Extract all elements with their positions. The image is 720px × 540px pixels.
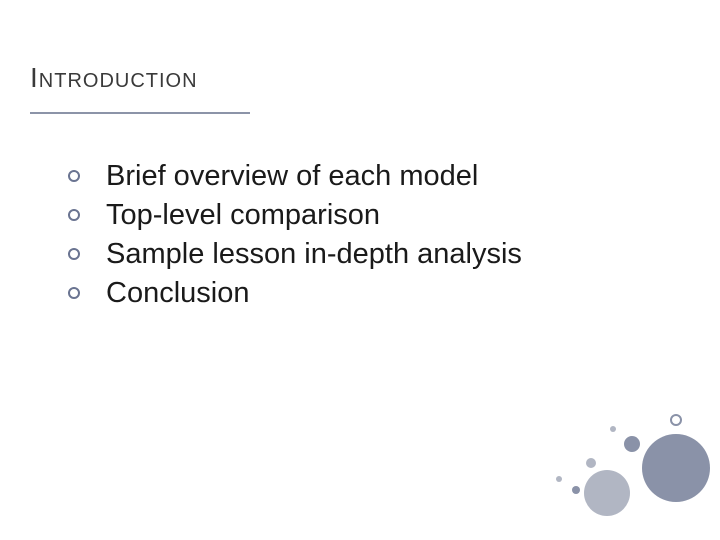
bullet-text: Conclusion [106,275,249,312]
bullet-icon [68,170,80,182]
decor-circle-icon [572,486,580,494]
decor-circle-icon [586,458,596,468]
bullet-icon [68,248,80,260]
list-item: Brief overview of each model [68,158,660,195]
decor-circle-icon [642,434,710,502]
decor-circle-icon [556,476,562,482]
bullet-list: Brief overview of each model Top-level c… [68,158,660,314]
slide: Introduction Brief overview of each mode… [0,0,720,540]
decor-circle-icon [584,470,630,516]
bullet-icon [68,209,80,221]
list-item: Conclusion [68,275,660,312]
bullet-text: Sample lesson in-depth analysis [106,236,522,273]
decor-circle-icon [624,436,640,452]
list-item: Sample lesson in-depth analysis [68,236,660,273]
bullet-icon [68,287,80,299]
bullet-text: Top-level comparison [106,197,380,234]
decor-circle-icon [610,426,616,432]
bullet-text: Brief overview of each model [106,158,478,195]
title-underline [30,112,250,114]
slide-title: Introduction [30,62,198,94]
list-item: Top-level comparison [68,197,660,234]
decor-circle-icon [670,414,682,426]
